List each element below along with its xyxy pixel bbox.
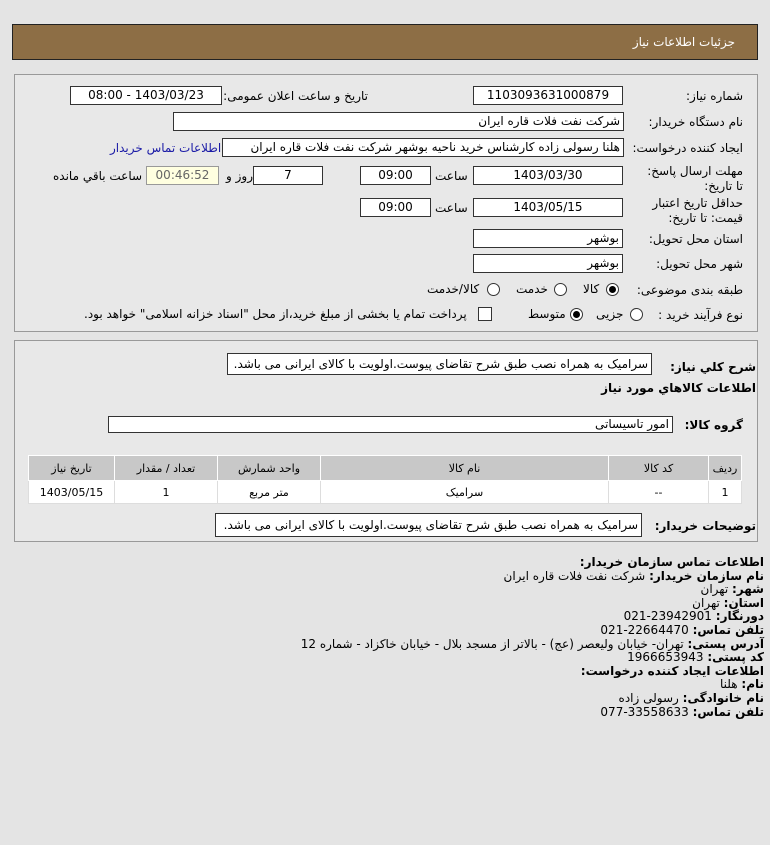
need-number-field[interactable]: 1103093631000879 (473, 86, 623, 105)
city-label: شهر محل تحویل: (656, 257, 743, 271)
buyer-org-field[interactable]: شرکت نفت فلات قاره ایران (173, 112, 624, 131)
city-label: شهر: (732, 582, 764, 597)
validity-time-field[interactable]: 09:00 (360, 198, 431, 217)
group-field: امور تاسیساتی (108, 416, 673, 433)
payment-checkbox[interactable] (478, 307, 492, 321)
table-header-row: ردیف کد کالا نام کالا واحد شمارش تعداد /… (28, 455, 742, 481)
col-row: ردیف (708, 455, 742, 481)
validity-time-label: ساعت (435, 201, 468, 215)
goods-title: اطلاعات کالاهاي مورد نیاز (601, 381, 756, 395)
city-field[interactable]: بوشهر (473, 254, 623, 273)
table-row: 1 -- سرامیک متر مربع 1 1403/05/15 (28, 480, 742, 504)
name-label: نام: (741, 677, 764, 692)
page-header: جزئیات اطلاعات نیاز (12, 24, 758, 60)
validity-label: حداقل تاریخ اعتبار قیمت: تا تاریخ: (652, 196, 743, 225)
postal-label: کد پستی: (707, 650, 764, 665)
need-number-label: شماره نیاز: (686, 89, 743, 103)
cell-qty: 1 (114, 480, 218, 504)
category-label: طبقه بندی موضوعی: (636, 283, 743, 297)
cell-code: -- (608, 480, 709, 504)
buyer-contact-info: اطلاعات تماس سازمان خریدار: نام سازمان خ… (300, 555, 764, 719)
province-field[interactable]: بوشهر (473, 229, 623, 248)
process-medium-radio[interactable] (570, 308, 583, 321)
org-label: نام سازمان خریدار: (649, 568, 764, 583)
notes-field: سرامیک به همراه نصب طبق شرح تقاضای پیوست… (215, 513, 642, 537)
creator-phone-label: تلفن تماس: (692, 704, 764, 719)
fax-value: 021-23942901 (623, 609, 712, 624)
province-value: تهران (692, 595, 720, 610)
buyer-org-label: نام دستگاه خریدار: (648, 115, 744, 129)
name-value: هلنا (719, 677, 738, 692)
creator-phone-value: 077-33558633 (600, 704, 689, 719)
creator-label: ایجاد کننده درخواست: (632, 141, 743, 155)
org-value: شرکت نفت فلات قاره ایران (503, 568, 646, 583)
remaining-timer: 00:46:52 (146, 166, 219, 185)
address-value: تهران- خیابان ولیعصر (عج) - بالاتر از مس… (300, 636, 684, 651)
remaining-label: ساعت باقي مانده (53, 169, 143, 183)
deadline-time-field[interactable]: 09:00 (360, 166, 431, 185)
city-value: تهران (700, 582, 729, 597)
family-value: رسولی زاده (618, 690, 679, 705)
category-goods-label: کالا (583, 282, 600, 296)
days-label: روز و (226, 169, 253, 183)
category-service-radio[interactable] (554, 283, 567, 296)
deadline-date-field[interactable]: 1403/03/30 (473, 166, 623, 185)
cell-name: سرامیک (320, 480, 609, 504)
phone-value: 021-22664470 (600, 622, 689, 637)
announce-field[interactable]: 1403/03/23 - 08:00 (70, 86, 222, 105)
goods-table: ردیف کد کالا نام کالا واحد شمارش تعداد /… (28, 455, 742, 504)
creator-info-title: اطلاعات ایجاد کننده درخواست: (580, 663, 764, 678)
cell-unit: متر مربع (217, 480, 321, 504)
category-both-label: کالا/خدمت (427, 282, 480, 296)
process-label: نوع فرآیند خرید : (658, 308, 743, 322)
validity-date-field[interactable]: 1403/05/15 (473, 198, 623, 217)
category-goods-radio[interactable] (606, 283, 619, 296)
phone-label: تلفن تماس: (692, 622, 764, 637)
postal-value: 1966653943 (627, 650, 704, 665)
family-label: نام خانوادگی: (682, 690, 764, 705)
contact-title: اطلاعات تماس سازمان خریدار: (579, 555, 764, 569)
days-field[interactable]: 7 (253, 166, 323, 185)
fax-label: دورنگار: (715, 609, 764, 624)
payment-note: پرداخت تمام یا بخشی از مبلغ خرید،از محل … (84, 307, 467, 321)
buyer-contact-link[interactable]: اطلاعات تماس خریدار (110, 141, 222, 155)
deadline-label: مهلت ارسال پاسخ: تا تاریخ: (647, 164, 743, 193)
province-label: استان محل تحویل: (648, 232, 743, 246)
col-code: کد کالا (608, 455, 709, 481)
announce-label: تاریخ و ساعت اعلان عمومی: (223, 89, 368, 103)
province-label: استان: (723, 595, 764, 610)
address-label: آدرس پستی: (687, 636, 764, 651)
group-label: گروه کالا: (684, 418, 743, 432)
notes-label: توضیحات خریدار: (654, 519, 756, 533)
col-qty: تعداد / مقدار (114, 455, 218, 481)
creator-field[interactable]: هلنا رسولی زاده کارشناس خرید ناحیه بوشهر… (222, 138, 624, 157)
process-minor-label: جزیی (596, 307, 624, 321)
process-minor-radio[interactable] (630, 308, 643, 321)
desc-field: سرامیک به همراه نصب طبق شرح تقاضای پیوست… (227, 353, 652, 375)
col-date: تاریخ نیاز (28, 455, 115, 481)
process-medium-label: متوسط (528, 307, 566, 321)
desc-label: شرح کلي نیاز: (670, 360, 756, 374)
cell-row: 1 (708, 480, 742, 504)
deadline-time-label: ساعت (435, 169, 468, 183)
category-service-label: خدمت (516, 282, 548, 296)
col-unit: واحد شمارش (217, 455, 321, 481)
page-title: جزئیات اطلاعات نیاز (632, 35, 735, 49)
col-name: نام کالا (320, 455, 609, 481)
cell-date: 1403/05/15 (28, 480, 115, 504)
category-both-radio[interactable] (487, 283, 500, 296)
